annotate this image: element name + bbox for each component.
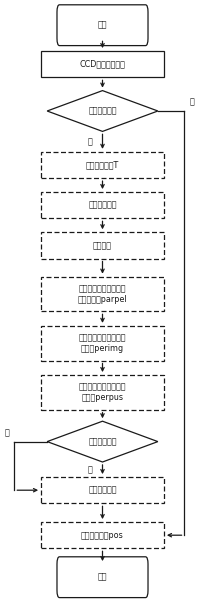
Text: 是: 是 xyxy=(87,465,92,474)
Text: 分割原始图像: 分割原始图像 xyxy=(88,200,116,209)
Text: 是否得到极値: 是否得到极値 xyxy=(88,437,116,446)
Text: 开始: 开始 xyxy=(97,20,107,29)
Polygon shape xyxy=(47,421,157,462)
Text: 计算每个素描像素锐利
度评价函数parpel: 计算每个素描像素锐利 度评价函数parpel xyxy=(77,284,127,304)
Text: 聚焦集位置置pos: 聚焦集位置置pos xyxy=(81,530,123,540)
Text: 提取分割阀値T: 提取分割阀値T xyxy=(85,160,119,169)
Bar xyxy=(41,277,163,311)
Text: 是: 是 xyxy=(87,137,92,146)
Text: 计算每幅图像清晰度评
价函数perimg: 计算每幅图像清晰度评 价函数perimg xyxy=(78,334,126,353)
Bar xyxy=(41,375,163,410)
Text: 否: 否 xyxy=(189,97,193,107)
Text: CCD拍摄原始图像: CCD拍摄原始图像 xyxy=(79,60,125,69)
Text: 结束: 结束 xyxy=(97,572,107,582)
Bar xyxy=(41,477,163,503)
Text: 图像是否存在: 图像是否存在 xyxy=(88,107,116,115)
Text: 计算每个位置清晰度评
价函数perpus: 计算每个位置清晰度评 价函数perpus xyxy=(78,383,126,402)
Bar xyxy=(41,192,163,218)
Bar xyxy=(41,522,163,548)
Bar xyxy=(41,232,163,259)
Bar xyxy=(41,152,163,178)
Bar xyxy=(41,51,163,77)
Polygon shape xyxy=(47,91,157,131)
Text: 否: 否 xyxy=(4,428,9,437)
FancyBboxPatch shape xyxy=(57,5,147,46)
FancyBboxPatch shape xyxy=(57,557,147,598)
Text: 评估函数刷新: 评估函数刷新 xyxy=(88,486,116,494)
Bar xyxy=(41,326,163,361)
Text: 边缘检测: 边缘检测 xyxy=(93,241,111,250)
